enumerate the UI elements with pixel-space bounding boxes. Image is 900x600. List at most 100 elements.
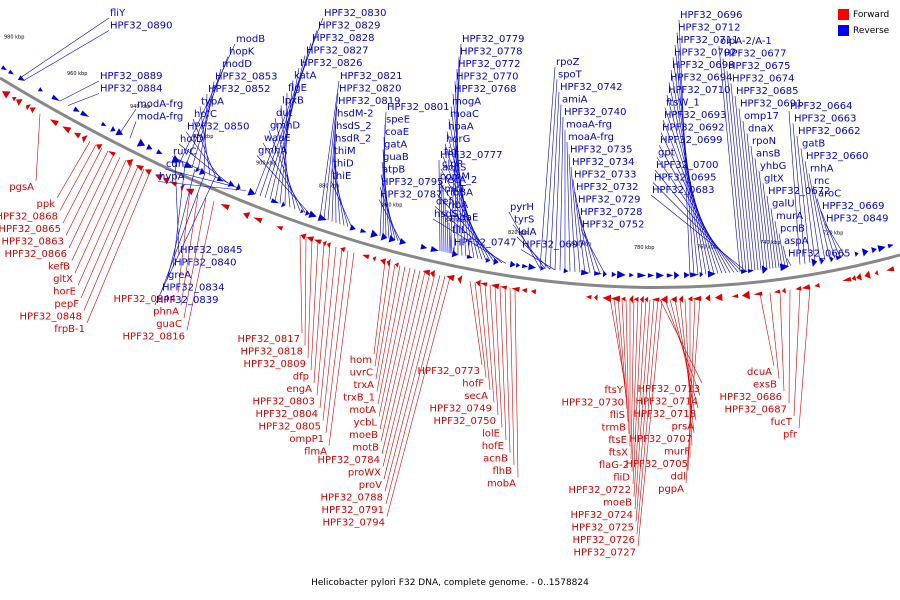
reverse-gene-label: modB <box>236 34 265 45</box>
reverse-gene-label: ruvC <box>173 147 196 158</box>
forward-leader-line <box>62 147 103 224</box>
reverse-gene-label: HPF32_0685 <box>736 86 798 97</box>
forward-feature-arrow <box>306 236 315 243</box>
reverse-leader-line <box>796 135 811 263</box>
forward-leader-line <box>633 299 647 497</box>
tick-label: 880 kbp <box>319 183 339 189</box>
forward-feature-arrow <box>475 279 481 287</box>
forward-feature-arrow <box>135 164 144 171</box>
reverse-feature-arrow <box>666 273 674 278</box>
forward-feature-arrow <box>886 266 895 272</box>
reverse-gene-label: aroC <box>818 189 841 200</box>
reverse-gene-label: HPF32_0850 <box>187 122 249 133</box>
reverse-gene-label: guaB <box>383 152 409 163</box>
reverse-gene-label: HPF32_0674 <box>732 74 794 85</box>
reverse-feature-arrow <box>829 256 834 263</box>
forward-gene-label: HPF32_0724 <box>571 510 633 521</box>
reverse-gene-label: ribBA <box>446 188 473 199</box>
forward-gene-label: fucT <box>771 417 793 428</box>
reverse-gene-label: gmhD <box>270 121 300 132</box>
reverse-leader-line <box>572 179 586 273</box>
forward-feature-arrow <box>362 254 370 260</box>
forward-leader-line <box>474 282 487 378</box>
reverse-gene-label: gpt <box>658 148 675 159</box>
forward-swatch <box>838 9 849 20</box>
forward-leader-line <box>77 163 133 286</box>
forward-leader-line <box>798 286 811 429</box>
tick-label: 720 kbp <box>823 231 843 237</box>
forward-gene-label: flhB <box>493 466 513 477</box>
forward-leader-line <box>377 266 406 405</box>
forward-leader-line <box>635 299 655 522</box>
reverse-gene-label: HPF32_0675 <box>728 61 790 72</box>
forward-feature-arrow <box>180 183 186 192</box>
forward-gene-label: HPF32_0868 <box>0 212 58 223</box>
forward-feature-arrow <box>12 96 17 102</box>
reverse-leader-line <box>568 154 576 272</box>
forward-feature-arrow <box>731 294 739 299</box>
reverse-leader-line <box>434 206 503 264</box>
reverse-feature-arrow <box>110 125 116 132</box>
reverse-gene-label: HPF32_0700 <box>656 160 718 171</box>
reverse-gene-label: def <box>436 197 453 208</box>
reverse-feature-arrow <box>647 273 655 278</box>
forward-gene-label: HPF32_0730 <box>562 398 624 409</box>
reverse-gene-label: HPF32_0710 <box>668 85 730 96</box>
reverse-gene-label: pyrH <box>510 202 534 213</box>
reverse-leader-line <box>778 233 786 267</box>
reverse-gene-label: rpoZ <box>556 57 580 68</box>
forward-leader-line <box>637 299 663 547</box>
reverse-feature-arrow <box>515 262 521 268</box>
forward-feature-arrow <box>801 284 811 290</box>
reverse-leader-line <box>656 157 735 273</box>
forward-leader-line <box>613 298 627 397</box>
forward-gene-label: trxA <box>353 380 374 391</box>
forward-feature-arrow <box>155 174 164 181</box>
reverse-gene-label: HPF32_0840 <box>174 258 236 269</box>
forward-feature-arrow <box>773 289 781 294</box>
reverse-gene-label: modD <box>222 59 252 70</box>
reverse-gene-label: mogA <box>452 97 481 108</box>
reverse-gene-label: HPF32_0734 <box>572 157 634 168</box>
reverse-gene-label: waaE <box>264 133 291 144</box>
reverse-gene-label: tig <box>444 147 457 158</box>
reverse-gene-label: HPF32_0787 <box>380 190 442 201</box>
reverse-feature-arrow <box>887 243 894 249</box>
reverse-gene-label: omp17 <box>744 111 779 122</box>
forward-leader-line <box>71 156 121 261</box>
reverse-gene-label: hopK <box>229 47 255 58</box>
forward-gene-label: HPF32_0817 <box>238 334 300 345</box>
reverse-gene-label: hpaA <box>448 122 474 133</box>
reverse-feature-arrow <box>198 167 206 175</box>
reverse-gene-label: typA <box>201 97 224 108</box>
reverse-leader-line <box>549 91 560 270</box>
reverse-feature-arrow <box>861 248 869 257</box>
reverse-leader-line <box>544 79 558 269</box>
reverse-leader-line <box>559 116 564 271</box>
reverse-gene-label: modA-frg <box>137 99 183 110</box>
reverse-leader-line <box>174 159 180 256</box>
forward-feature-arrow <box>253 217 263 224</box>
reverse-leader-line <box>580 229 606 275</box>
reverse-leader-line <box>448 222 451 254</box>
forward-leader-line <box>328 252 355 446</box>
tick-label: 780 kbp <box>634 245 654 251</box>
forward-feature-arrow <box>874 269 879 276</box>
forward-feature-arrow <box>2 91 11 99</box>
forward-gene-label: ompP1 <box>289 434 324 445</box>
forward-gene-label: secA <box>464 391 488 402</box>
forward-gene-label: dcuA <box>747 367 772 378</box>
forward-gene-label: HPF32_0705 <box>626 459 688 470</box>
forward-leader-line <box>307 238 313 359</box>
reverse-swatch <box>838 25 849 36</box>
reverse-leader-line <box>333 143 341 225</box>
tick-label: 940 kbp <box>130 104 150 110</box>
forward-gene-label: motA <box>349 405 376 416</box>
forward-gene-label: HPF32_0713 <box>638 384 700 395</box>
reverse-leader-line <box>179 43 236 163</box>
reverse-feature-arrow <box>485 257 491 263</box>
reverse-feature-arrow <box>528 263 536 271</box>
reverse-feature-arrow <box>317 213 327 221</box>
forward-gene-label: guaC <box>156 319 182 330</box>
forward-feature-arrow <box>340 247 346 253</box>
